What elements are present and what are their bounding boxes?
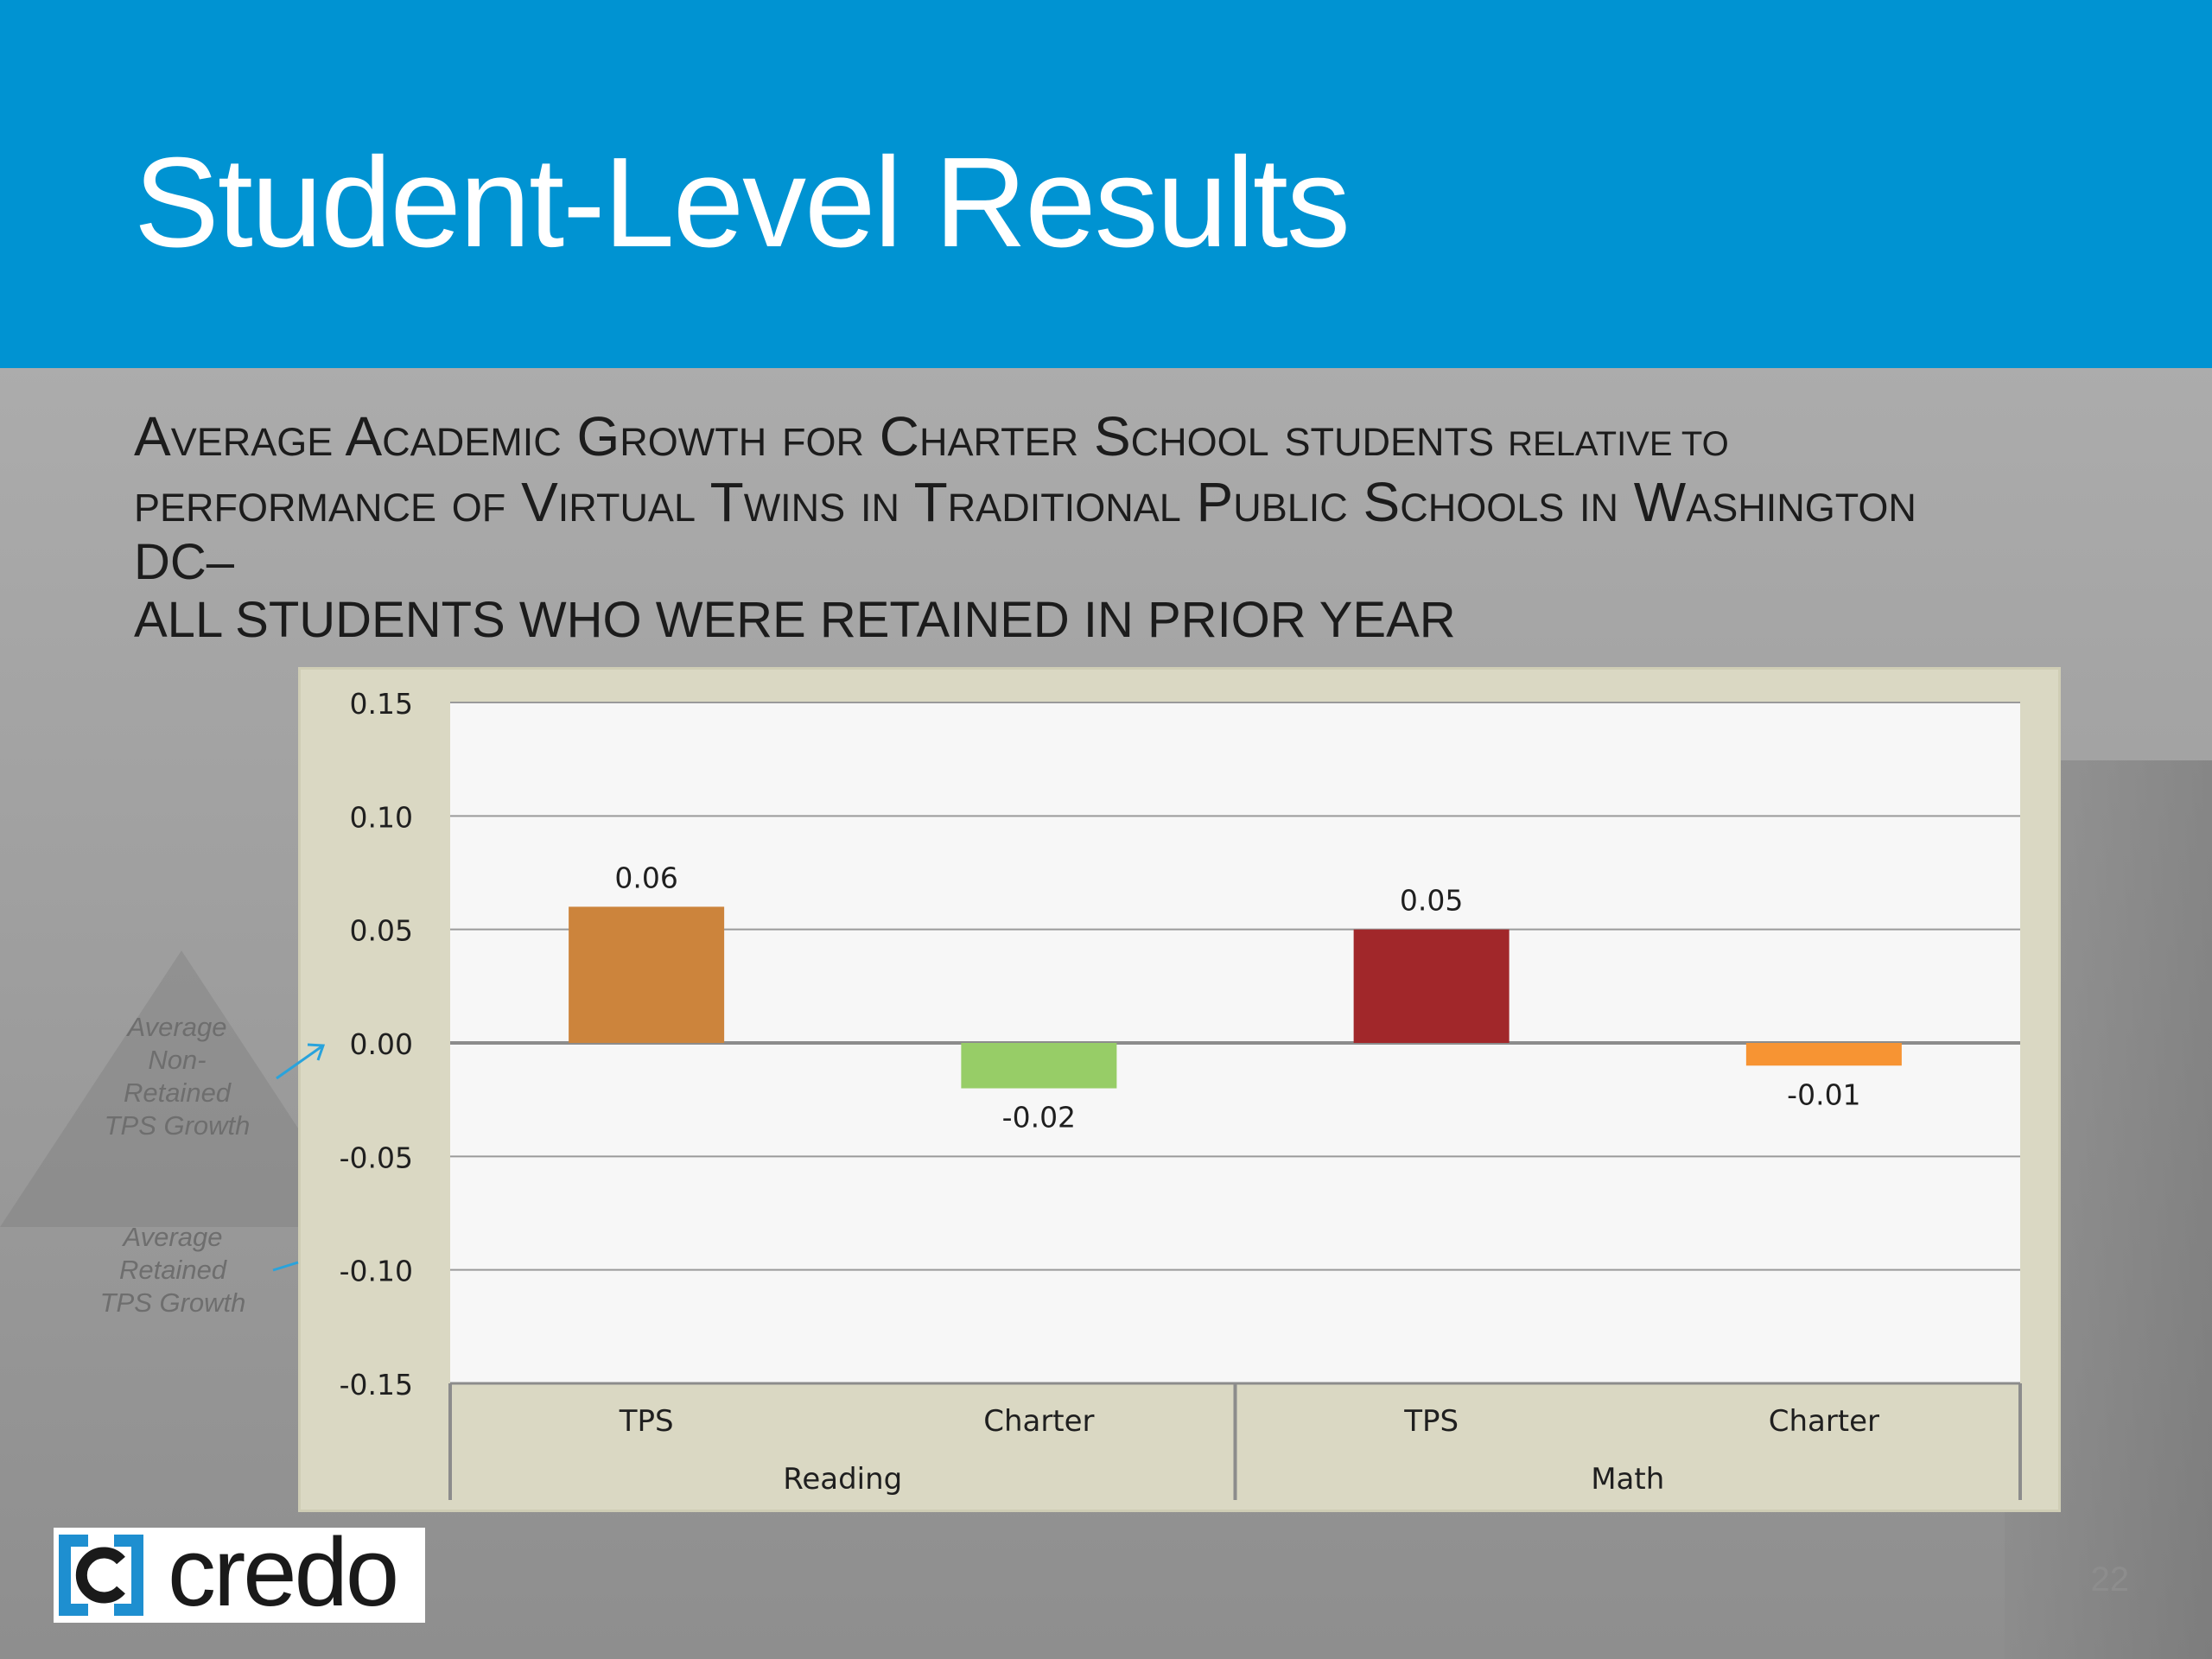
subtitle-line-1-small: relative to [1508, 425, 1729, 463]
logo-text: credo [168, 1518, 399, 1626]
y-tick-label: -0.10 [340, 1255, 413, 1288]
bar [1353, 929, 1510, 1043]
arrow-up-right-icon [276, 1043, 326, 1080]
y-tick-label: 0.10 [350, 800, 413, 834]
title-bar: Student-Level Results [0, 0, 2212, 368]
data-label: -0.02 [1002, 1101, 1076, 1135]
x-tick-label: Charter [983, 1404, 1094, 1439]
bar [1745, 1043, 1902, 1066]
y-tick-label: 0.00 [350, 1027, 413, 1061]
note-retained-line: Average [123, 1222, 223, 1252]
bar [961, 1043, 1117, 1089]
note-non-retained-line: Retained [123, 1077, 232, 1108]
note-non-retained-line: Non- [148, 1045, 207, 1075]
subtitle-line-2: performance of Virtual Twins in Traditio… [134, 471, 1916, 533]
credo-bracket-logo-icon [59, 1535, 143, 1616]
data-label: 0.05 [1400, 884, 1463, 918]
x-tick-label: TPS [619, 1404, 674, 1439]
pointer-line-icon [272, 1261, 299, 1272]
note-non-retained-line: TPS Growth [104, 1110, 251, 1141]
chart-frame: 0.15 0.10 0.05 0.00 -0.05 -0.10 -0.15 0.06 TPS -0… [298, 667, 2061, 1512]
y-tick-label: -0.15 [340, 1368, 413, 1402]
y-tick-label: -0.05 [340, 1141, 413, 1174]
bar [569, 906, 725, 1043]
y-tick-label: 0.15 [350, 687, 413, 721]
note-retained-line: TPS Growth [99, 1287, 246, 1318]
group-label: Reading [783, 1462, 902, 1497]
chart-subtitle: Average Academic Growth for Charter Scho… [134, 408, 2035, 649]
subtitle-line-4: ALL STUDENTS WHO WERE RETAINED IN PRIOR … [134, 592, 1456, 648]
data-label: -0.01 [1787, 1077, 1860, 1111]
note-retained: Average Retained TPS Growth [73, 1221, 272, 1319]
data-label: 0.06 [614, 861, 677, 894]
x-tick-label: TPS [1403, 1404, 1459, 1439]
slide-title: Student-Level Results [134, 131, 1351, 274]
annotation-arrows [272, 1043, 326, 1272]
subtitle-line-3: DC– [134, 534, 235, 590]
page-number: 22 [2090, 1560, 2130, 1599]
credo-logo: credo [54, 1521, 425, 1624]
x-tick-label: Charter [1769, 1404, 1879, 1439]
y-tick-label: 0.05 [350, 914, 413, 948]
group-label: Math [1591, 1462, 1664, 1497]
subtitle-line-1: Average Academic Growth for Charter Scho… [134, 405, 1494, 467]
note-non-retained: Average Non- Retained TPS Growth [78, 1011, 276, 1142]
note-non-retained-line: Average [127, 1012, 227, 1042]
bar-chart: 0.15 0.10 0.05 0.00 -0.05 -0.10 -0.15 0.06 TPS -0… [340, 687, 2022, 1500]
note-retained-line: Retained [118, 1255, 227, 1285]
